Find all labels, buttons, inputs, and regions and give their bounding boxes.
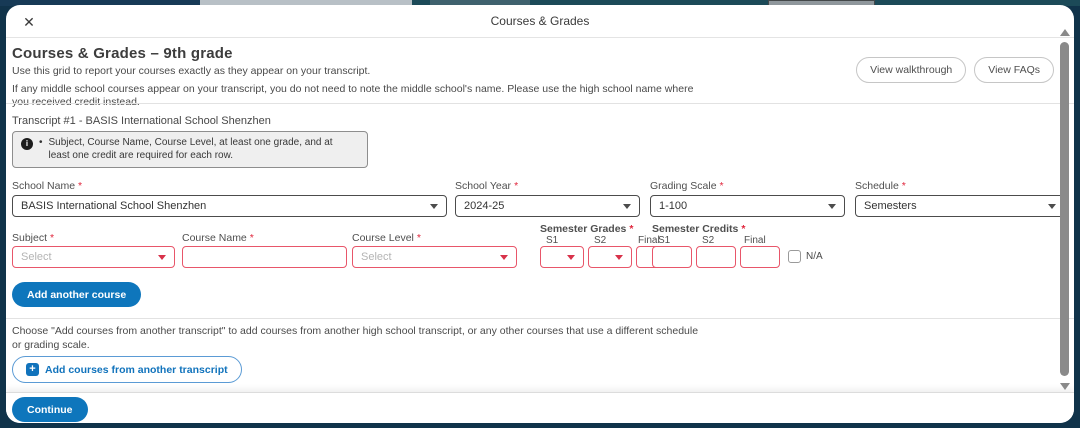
na-checkbox[interactable]	[788, 250, 801, 263]
scrollbar[interactable]	[1058, 29, 1070, 390]
credit-final-input[interactable]	[740, 246, 780, 268]
chevron-down-icon	[615, 254, 623, 260]
credits-final-col-label: Final	[744, 235, 766, 246]
chevron-down-icon	[500, 254, 508, 260]
school-year-value: 2024-25	[464, 200, 505, 212]
backdrop-fragment	[0, 0, 200, 6]
continue-button[interactable]: Continue	[12, 397, 88, 422]
section-header: Courses & Grades – 9th grade Use this gr…	[12, 45, 732, 109]
grades-s1-col-label: S1	[546, 235, 559, 246]
transcript-note-line1: Choose "Add courses from another transcr…	[12, 325, 699, 337]
course-level-select[interactable]: Select	[352, 246, 517, 268]
required-asterisk: *	[78, 180, 83, 192]
subject-label: Subject *	[12, 232, 55, 244]
school-name-select[interactable]: BASIS International School Shenzhen	[12, 195, 447, 217]
school-name-value: BASIS International School Shenzhen	[21, 200, 207, 212]
na-label: N/A	[806, 251, 823, 262]
page-title: Courses & Grades – 9th grade	[12, 45, 233, 62]
grades-s2-col-label: S2	[594, 235, 607, 246]
chevron-down-icon	[158, 254, 166, 260]
required-asterisk: *	[901, 180, 906, 192]
close-icon[interactable]: ✕	[19, 12, 39, 32]
course-name-label: Course Name *	[182, 232, 254, 244]
grading-scale-value: 1-100	[659, 200, 688, 212]
chevron-down-icon	[828, 203, 836, 209]
school-year-select[interactable]: 2024-25	[455, 195, 640, 217]
modal-titlebar: ✕ Courses & Grades	[6, 5, 1074, 38]
divider	[6, 103, 1074, 104]
bullet: •	[39, 137, 43, 148]
credit-s1-input[interactable]	[652, 246, 692, 268]
grade-s2-select[interactable]	[588, 246, 632, 268]
required-asterisk: *	[50, 232, 55, 244]
chevron-down-icon	[623, 203, 631, 209]
backdrop-app-title-fragment: MY COMMON APPLICATION	[200, 0, 412, 6]
subject-select[interactable]: Select	[12, 246, 175, 268]
required-asterisk: *	[719, 180, 724, 192]
schedule-select[interactable]: Semesters	[855, 195, 1065, 217]
grades-final-col-label: Final	[638, 235, 660, 246]
add-transcript-button[interactable]: + Add courses from another transcript	[12, 356, 242, 383]
required-asterisk: *	[741, 223, 746, 235]
semester-credits-label: Semester Credits *	[652, 223, 746, 235]
backdrop-fragment	[430, 0, 530, 6]
view-walkthrough-button[interactable]: View walkthrough	[856, 57, 967, 83]
grading-scale-label: Grading Scale *	[650, 180, 724, 192]
requirements-info-box: i • Subject, Course Name, Course Level, …	[12, 131, 368, 168]
transcript-title: Transcript #1 - BASIS International Scho…	[12, 115, 271, 127]
modal-title: Courses & Grades	[490, 14, 590, 28]
required-asterisk: *	[249, 232, 254, 244]
required-asterisk: *	[514, 180, 519, 192]
course-level-placeholder: Select	[361, 251, 392, 263]
credits-s1-col-label: S1	[658, 235, 671, 246]
required-asterisk: *	[629, 223, 634, 235]
add-another-course-button[interactable]: Add another course	[12, 282, 142, 307]
subject-placeholder: Select	[21, 251, 52, 263]
chevron-down-icon	[567, 254, 575, 260]
scroll-up-icon[interactable]	[1060, 29, 1070, 36]
school-fields-row: School Name * BASIS International School …	[6, 180, 1074, 220]
grading-scale-select[interactable]: 1-100	[650, 195, 845, 217]
header-instruction-1: Use this grid to report your courses exa…	[12, 65, 371, 77]
chevron-down-icon	[1048, 203, 1056, 209]
required-asterisk: *	[416, 232, 421, 244]
course-name-input[interactable]	[182, 246, 347, 268]
divider	[6, 318, 1074, 319]
modal-footer: Continue	[6, 392, 1074, 423]
schedule-label: Schedule *	[855, 180, 906, 192]
add-transcript-label: Add courses from another transcript	[45, 363, 228, 376]
scroll-down-icon[interactable]	[1060, 383, 1070, 390]
school-year-label: School Year *	[455, 180, 519, 192]
transcript-note: Choose "Add courses from another transcr…	[12, 325, 698, 352]
course-row: Subject * Select Course Name * Course Leve…	[6, 223, 1074, 273]
plus-icon: +	[26, 363, 39, 376]
course-level-label: Course Level *	[352, 232, 421, 244]
credit-s2-input[interactable]	[696, 246, 736, 268]
requirements-note: Subject, Course Name, Course Level, at l…	[48, 137, 333, 161]
chevron-down-icon	[430, 203, 438, 209]
schedule-value: Semesters	[864, 200, 917, 212]
grade-s1-select[interactable]	[540, 246, 584, 268]
school-name-label: School Name *	[12, 180, 83, 192]
info-icon: i	[21, 138, 33, 150]
credits-s2-col-label: S2	[702, 235, 715, 246]
view-faqs-button[interactable]: View FAQs	[974, 57, 1054, 83]
transcript-note-line2: or grading scale.	[12, 338, 90, 351]
semester-grades-label: Semester Grades *	[540, 223, 634, 235]
courses-grades-modal: ✕ Courses & Grades Courses & Grades – 9t…	[6, 5, 1074, 423]
header-instruction-2: If any middle school courses appear on y…	[12, 83, 694, 108]
scrollbar-thumb[interactable]	[1060, 42, 1069, 376]
